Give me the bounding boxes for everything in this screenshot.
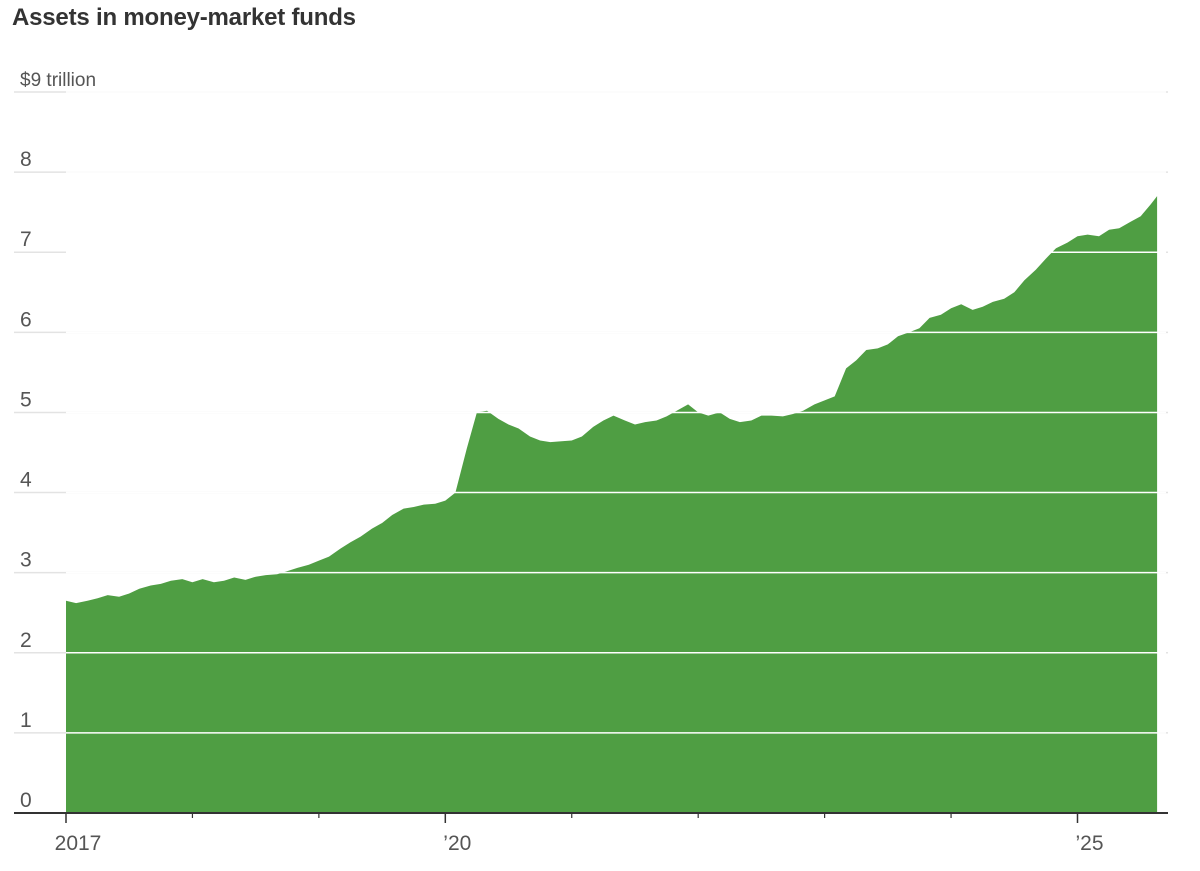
area-series — [66, 196, 1158, 814]
chart-title: Assets in money-market funds — [12, 4, 356, 31]
y-tick-label: 6 — [20, 308, 32, 331]
y-tick-label: 3 — [20, 549, 32, 572]
y-tick-label: 7 — [20, 228, 32, 251]
y-tick-label: 8 — [20, 148, 32, 171]
x-tick-label: 2017 — [55, 832, 102, 855]
x-axis-labels: 2017 ’20 ’25 — [55, 832, 1104, 855]
y-tick-label: $9 trillion — [20, 70, 96, 91]
y-axis-labels: $9 trillion 8 7 6 5 4 3 2 1 0 — [20, 70, 96, 812]
x-axis-ticks — [65, 813, 1079, 823]
x-tick-label: ’25 — [1075, 832, 1103, 855]
gridlines-over-area — [66, 91, 1166, 734]
y-tick-label: 0 — [20, 789, 32, 812]
y-tick-label: 5 — [20, 388, 32, 411]
y-tick-label: 4 — [20, 469, 32, 492]
y-tick-label: 2 — [20, 629, 32, 652]
x-tick-label: ’20 — [443, 832, 471, 855]
y-tick-label: 1 — [20, 709, 32, 732]
